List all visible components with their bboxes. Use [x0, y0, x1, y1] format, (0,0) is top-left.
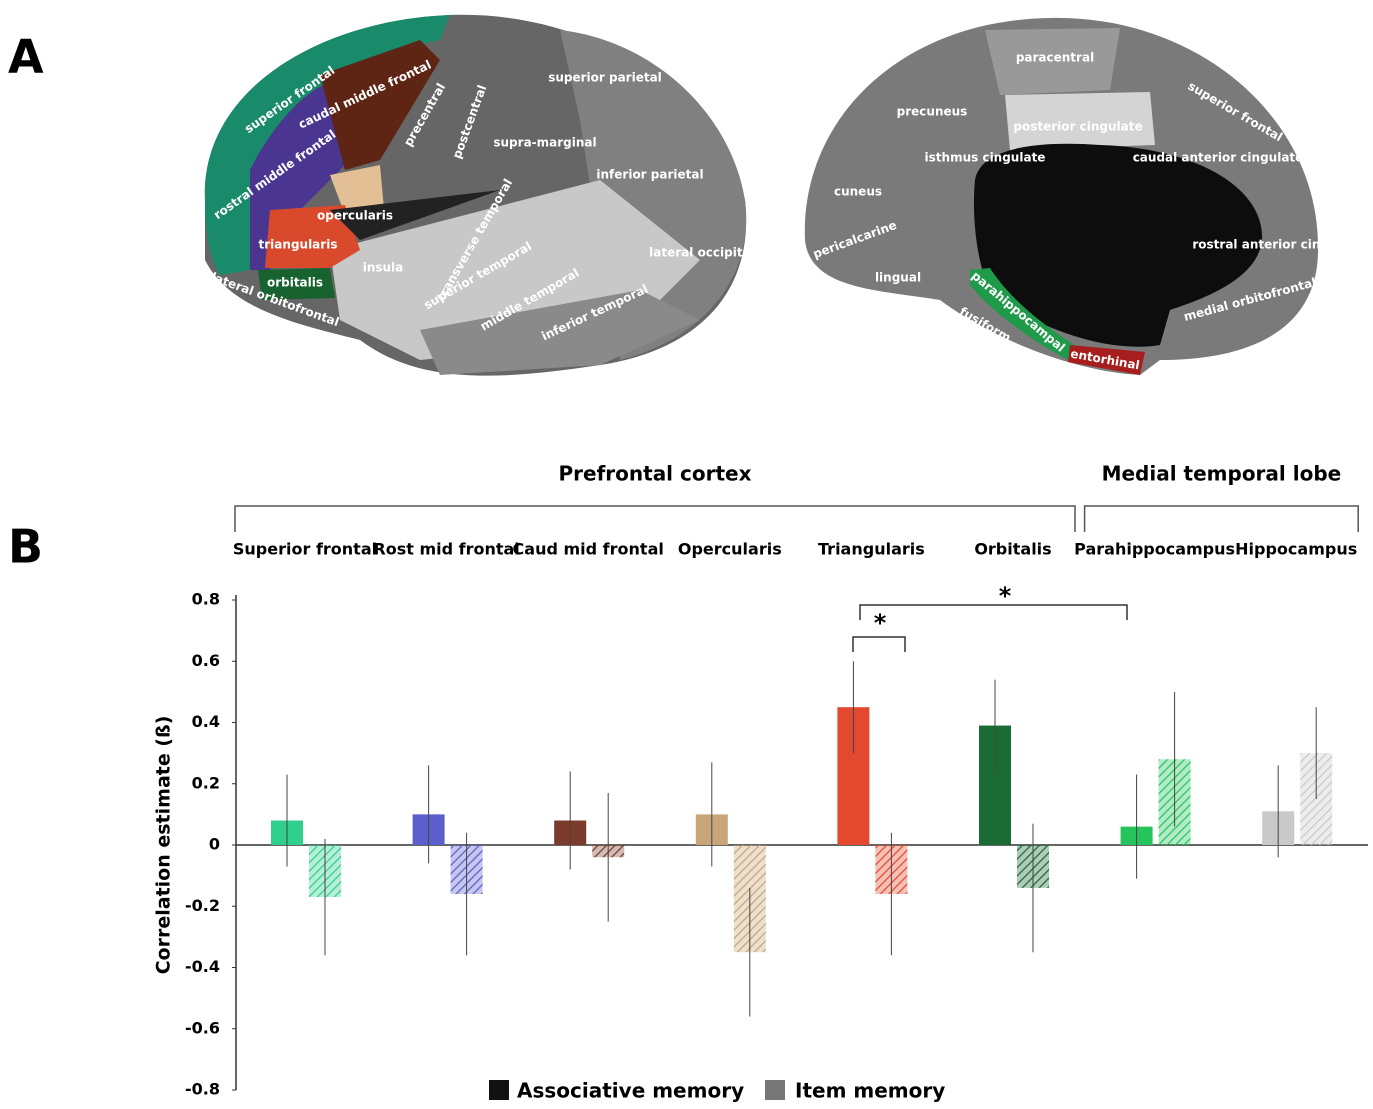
group-bracket: [235, 506, 1075, 532]
category-label: Superior frontal: [233, 540, 377, 559]
legend-swatch: [489, 1080, 509, 1100]
region-label: lateral occipital: [649, 246, 755, 260]
region-label: rostral anterior cingulate: [1192, 238, 1363, 252]
region-label: lingual: [875, 271, 921, 285]
y-axis-title: Correlation estimate (ß): [153, 716, 175, 975]
y-tick-label: 0: [209, 835, 220, 854]
y-tick-label: -0.2: [185, 896, 220, 915]
y-tick-label: -0.4: [185, 957, 220, 976]
significance-star: *: [874, 609, 887, 637]
region-label: paracentral: [1016, 51, 1094, 65]
y-tick-label: -0.6: [185, 1018, 220, 1037]
y-tick-label: 0.6: [192, 651, 220, 670]
y-tick-label: -0.8: [185, 1080, 220, 1099]
region-label: supra-marginal: [493, 136, 596, 150]
legend-swatch: [765, 1080, 785, 1100]
region-label: orbitalis: [267, 276, 323, 290]
category-label: Rost mid frontal: [373, 540, 519, 559]
category-label: Opercularis: [678, 540, 782, 559]
region-label: precuneus: [897, 105, 968, 119]
region-label: superior parietal: [548, 71, 662, 85]
figure: A B superior frontalcaudal middle fronta…: [0, 0, 1373, 1105]
y-tick-label: 0.4: [192, 712, 220, 731]
category-label: Triangularis: [818, 540, 925, 559]
region-label: inferior parietal: [596, 168, 703, 182]
region-label: caudal anterior cingulate: [1133, 151, 1304, 165]
region-label: triangularis: [259, 238, 338, 252]
significance-star: *: [999, 582, 1012, 610]
category-label: Orbitalis: [974, 540, 1051, 559]
region-label: opercularis: [317, 209, 393, 223]
legend-label: Associative memory: [517, 1079, 744, 1103]
region-label: posterior cingulate: [1013, 120, 1142, 134]
lateral-brain: [205, 15, 746, 376]
region-label: cuneus: [834, 185, 882, 199]
significance-bracket: [853, 605, 1127, 652]
group-label: Medial temporal lobe: [1102, 462, 1342, 486]
group-label: Prefrontal cortex: [559, 462, 752, 486]
panel-label: A: [8, 30, 44, 84]
panel-label: B: [8, 520, 43, 574]
category-label: Caud mid frontal: [513, 540, 664, 559]
region-label: insula: [363, 261, 404, 275]
category-label: Hippocampus: [1235, 540, 1357, 559]
y-tick-label: 0.2: [192, 773, 220, 792]
legend-label: Item memory: [795, 1079, 945, 1103]
y-tick-label: 0.8: [192, 590, 220, 609]
category-label: Parahippocampus: [1074, 540, 1235, 559]
region-label: isthmus cingulate: [925, 151, 1046, 165]
group-bracket: [1085, 506, 1359, 532]
